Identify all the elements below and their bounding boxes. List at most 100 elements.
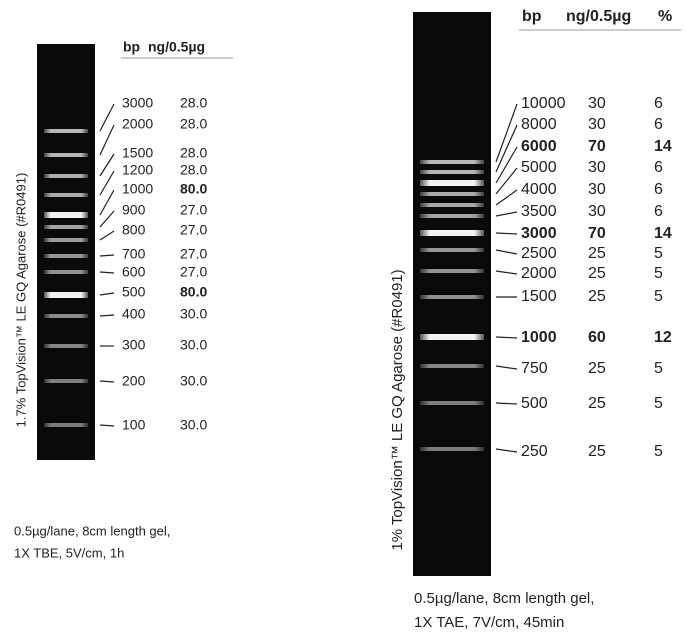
gel-band (420, 192, 484, 196)
row-pct: 14 (654, 225, 672, 242)
row-pct: 6 (654, 95, 663, 112)
gel-band (44, 238, 88, 242)
row-ng: 28.0 (180, 95, 207, 111)
column-header: bp (123, 39, 140, 55)
row-bp: 1500 (122, 145, 153, 161)
leader-line (100, 255, 114, 256)
row-bp: 6000 (521, 138, 557, 155)
leader-line (100, 272, 114, 273)
gel-band (44, 379, 88, 383)
gel-band (420, 248, 484, 252)
row-pct: 14 (654, 138, 672, 155)
column-header: ng/0.5µg (148, 39, 205, 55)
gel-band (44, 193, 88, 197)
caption: 0.5µg/lane, 8cm length gel, (414, 590, 594, 607)
gel-lane (37, 44, 95, 460)
leader-line (496, 233, 517, 234)
gel-band (44, 314, 88, 318)
row-ng: 27.0 (180, 246, 207, 262)
row-ng: 80.0 (180, 284, 207, 300)
row-pct: 6 (654, 181, 663, 198)
page: bpng/0.5µg300028.0200028.0150028.0120028… (0, 0, 686, 634)
row-ng: 70 (588, 225, 606, 242)
row-ng: 60 (588, 329, 606, 346)
row-bp: 1000 (122, 181, 153, 197)
column-header: % (658, 8, 672, 25)
leader-line (100, 154, 114, 176)
row-ng: 25 (588, 245, 606, 262)
row-bp: 5000 (521, 159, 557, 176)
row-ng: 25 (588, 443, 606, 460)
row-bp: 250 (521, 443, 548, 460)
row-ng: 28.0 (180, 116, 207, 132)
leader-line (496, 250, 517, 254)
row-bp: 300 (122, 337, 146, 353)
column-header: ng/0.5µg (566, 8, 631, 25)
leader-line (496, 271, 517, 274)
column-header: bp (522, 8, 542, 25)
row-pct: 5 (654, 288, 663, 305)
row-ng: 30 (588, 116, 606, 133)
row-bp: 1500 (521, 288, 557, 305)
row-pct: 6 (654, 203, 663, 220)
row-ng: 25 (588, 360, 606, 377)
leader-line (496, 212, 517, 216)
leader-line (100, 293, 114, 295)
gel-band (44, 212, 88, 218)
row-bp: 750 (521, 360, 548, 377)
gel-band (420, 447, 484, 451)
leader-line (496, 168, 517, 194)
gel-band (420, 364, 484, 368)
gel-band (420, 401, 484, 405)
caption: 1X TBE, 5V/cm, 1h (14, 545, 124, 560)
row-bp: 900 (122, 202, 146, 218)
leader-line (100, 211, 114, 227)
row-bp: 3000 (521, 225, 557, 242)
row-ng: 25 (588, 265, 606, 282)
row-pct: 5 (654, 265, 663, 282)
row-ng: 30 (588, 95, 606, 112)
gel-band (44, 174, 88, 178)
leader-line (496, 403, 517, 404)
row-ng: 30.0 (180, 373, 207, 389)
row-ng: 30.0 (180, 417, 207, 433)
row-bp: 8000 (521, 116, 557, 133)
row-bp: 2000 (122, 116, 153, 132)
row-ng: 70 (588, 138, 606, 155)
row-pct: 5 (654, 360, 663, 377)
side-label: 1% TopVision™ LE GQ Agarose (#R0491) (389, 269, 406, 550)
row-ng: 80.0 (180, 181, 207, 197)
leader-line (100, 231, 114, 240)
row-ng: 27.0 (180, 264, 207, 280)
row-pct: 5 (654, 245, 663, 262)
row-bp: 600 (122, 264, 146, 280)
gel-band (44, 254, 88, 258)
gel-band (420, 269, 484, 273)
row-bp: 3500 (521, 203, 557, 220)
gel-band (44, 153, 88, 157)
row-pct: 6 (654, 159, 663, 176)
row-ng: 27.0 (180, 222, 207, 238)
leader-line (100, 425, 114, 426)
row-bp: 1000 (521, 329, 557, 346)
leader-line (100, 315, 114, 316)
gel-band (420, 160, 484, 164)
figure: bpng/0.5µg300028.0200028.0150028.0120028… (0, 0, 686, 634)
leader-line (100, 381, 114, 382)
gel-band (44, 423, 88, 427)
gel-band (420, 295, 484, 299)
leader-line (100, 104, 114, 131)
row-bp: 2000 (521, 265, 557, 282)
row-ng: 28.0 (180, 162, 207, 178)
row-bp: 400 (122, 306, 146, 322)
row-ng: 30 (588, 181, 606, 198)
gel-band (44, 225, 88, 229)
gel-band (44, 129, 88, 133)
row-ng: 30 (588, 159, 606, 176)
row-bp: 500 (122, 284, 146, 300)
gel-band (420, 170, 484, 174)
row-bp: 100 (122, 417, 146, 433)
row-bp: 1200 (122, 162, 153, 178)
gel-band (44, 270, 88, 274)
gel-band (420, 214, 484, 218)
